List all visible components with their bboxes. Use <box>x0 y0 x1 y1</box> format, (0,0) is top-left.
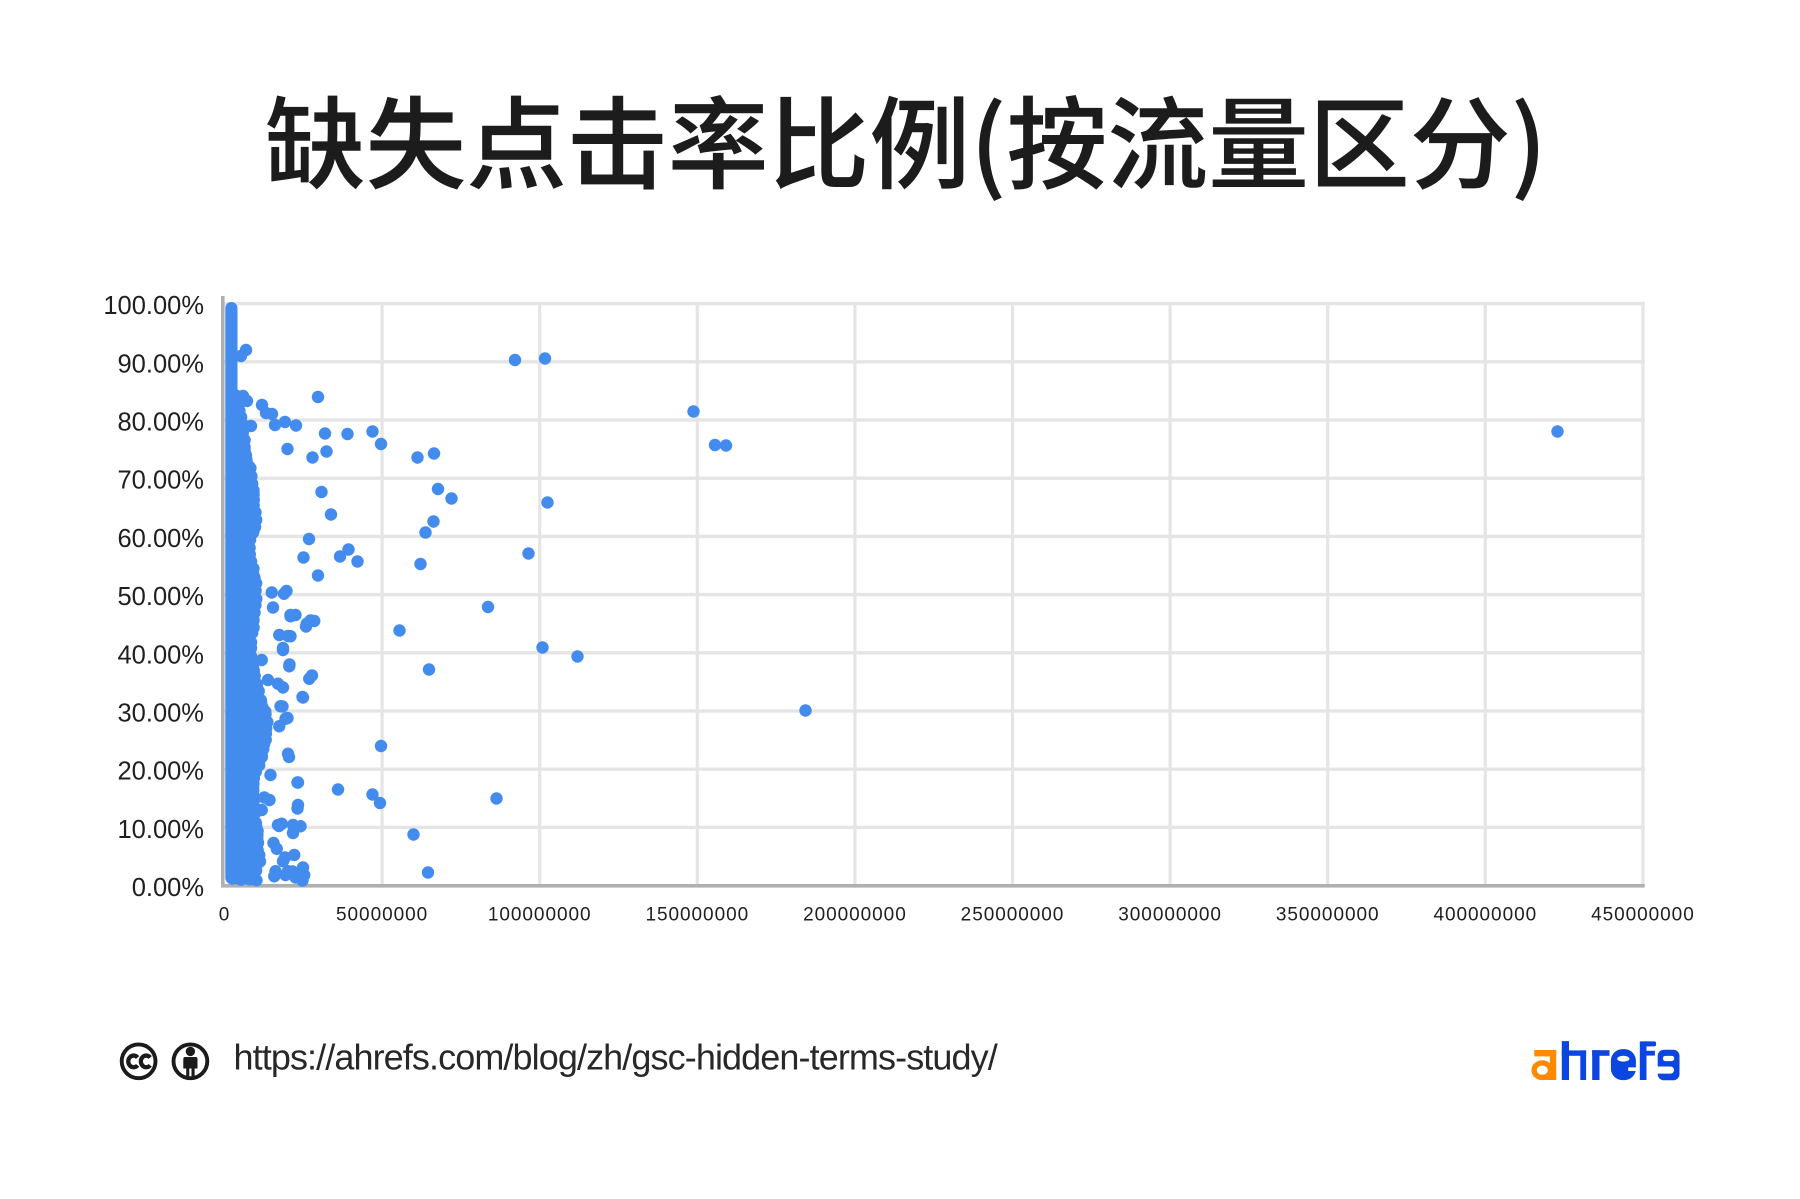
svg-text:30.00%: 30.00% <box>118 700 205 728</box>
svg-text:10.00%: 10.00% <box>118 816 205 844</box>
svg-text:100.00%: 100.00% <box>103 292 204 320</box>
svg-text:300000000: 300000000 <box>1118 905 1222 926</box>
svg-text:0: 0 <box>219 905 231 926</box>
svg-text:90.00%: 90.00% <box>118 350 205 378</box>
svg-text:50.00%: 50.00% <box>118 583 205 611</box>
svg-text:40.00%: 40.00% <box>118 641 205 669</box>
svg-text:60.00%: 60.00% <box>118 525 205 553</box>
svg-text:https://ahrefs.com/blog/zh/gsc: https://ahrefs.com/blog/zh/gsc-hidden-te… <box>234 1036 998 1077</box>
svg-text:450000000: 450000000 <box>1591 905 1695 926</box>
svg-text:350000000: 350000000 <box>1276 905 1380 926</box>
svg-text:200000000: 200000000 <box>803 905 907 926</box>
svg-text:0.00%: 0.00% <box>132 874 204 902</box>
svg-text:250000000: 250000000 <box>961 905 1065 926</box>
svg-text:70.00%: 70.00% <box>118 467 205 495</box>
svg-text:400000000: 400000000 <box>1433 905 1537 926</box>
svg-text:100000000: 100000000 <box>488 905 592 926</box>
svg-text:150000000: 150000000 <box>645 905 749 926</box>
svg-text:20.00%: 20.00% <box>118 758 205 786</box>
svg-text:80.00%: 80.00% <box>118 409 205 437</box>
svg-text:50000000: 50000000 <box>336 905 428 926</box>
